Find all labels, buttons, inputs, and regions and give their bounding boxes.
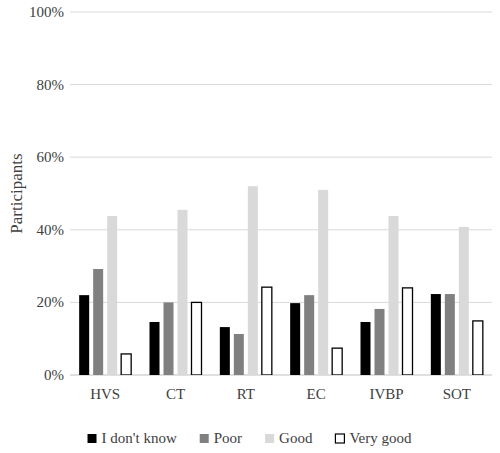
bar (375, 309, 385, 375)
y-tick-label: 60% (37, 149, 65, 165)
bar (234, 334, 244, 375)
grid-line (70, 12, 492, 13)
grid (70, 12, 492, 375)
bar (248, 186, 258, 375)
legend-swatch (200, 434, 209, 443)
y-tick-label: 20% (37, 294, 65, 310)
grid-line (70, 375, 492, 376)
y-tick-label: 80% (37, 77, 65, 93)
grid-line (70, 229, 492, 230)
grid-line (70, 157, 492, 158)
bar (403, 288, 413, 375)
bar (459, 227, 469, 375)
legend-label: Good (279, 430, 313, 446)
bar (262, 287, 272, 375)
y-tick-label: 0% (44, 367, 64, 383)
legend-label: Very good (349, 430, 412, 446)
x-tick-label: SOT (443, 386, 471, 402)
legend-swatch (335, 434, 344, 443)
bar (178, 210, 188, 375)
bar (164, 302, 174, 375)
bar (431, 294, 441, 375)
bar (107, 216, 117, 375)
x-tick-label: IVBP (369, 386, 403, 402)
grid-line (70, 302, 492, 303)
grid-line (70, 84, 492, 85)
legend-swatch (88, 434, 97, 443)
bar (304, 295, 314, 375)
bar (192, 302, 202, 375)
bar (473, 321, 483, 375)
chart: 0% 20% 40% 60% 80% 100% Participants HVS CT RT EC I… (0, 0, 500, 453)
bar (389, 216, 399, 375)
bar (79, 295, 89, 375)
x-tick-label: HVS (90, 386, 120, 402)
y-tick-label: 40% (37, 222, 65, 238)
bar (150, 322, 160, 375)
legend-swatch (265, 434, 274, 443)
legend: I don't know Poor Good Very good (88, 430, 412, 446)
bar (445, 294, 455, 375)
x-tick-label: CT (166, 386, 185, 402)
x-tick-label: EC (307, 386, 326, 402)
bar (318, 190, 328, 375)
legend-label: Poor (214, 430, 242, 446)
y-axis-label: Participants (7, 153, 26, 233)
bars (79, 186, 483, 375)
y-axis (70, 12, 71, 375)
y-tick-label: 100% (29, 4, 64, 20)
bar (93, 269, 103, 375)
x-tick-label: RT (237, 386, 255, 402)
bar (290, 303, 300, 375)
bar (332, 348, 342, 375)
bar (121, 354, 131, 375)
legend-label: I don't know (102, 430, 177, 446)
bar (220, 327, 230, 375)
bar (361, 322, 371, 375)
